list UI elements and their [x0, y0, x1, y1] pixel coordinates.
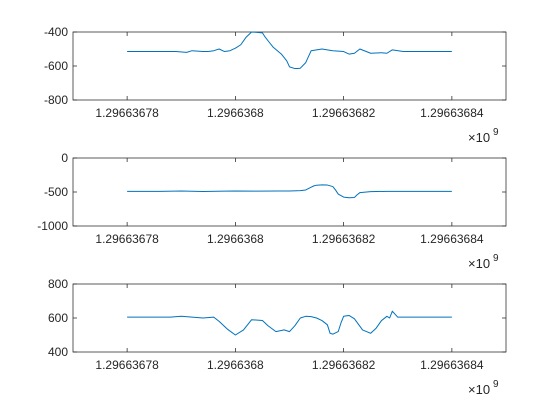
middle-x-exponent-label: ×10: [468, 256, 490, 271]
top-x-tick-label-1: 1.2966368: [207, 106, 264, 120]
bottom-x-exponent-label: ×10: [468, 382, 490, 397]
subplot-bottom: 1.29663678 1.2966368 1.29663682 1.29663684 4…: [48, 277, 507, 397]
middle-x-tick-label-0: 1.29663678: [95, 232, 159, 246]
middle-series-line-0: [127, 184, 452, 199]
middle-x-tick-label-3: 1.29663684: [420, 232, 484, 246]
bottom-y-tick-label-1: 600: [48, 311, 68, 325]
bottom-axes-box: [72, 283, 507, 353]
middle-y-tick-label-1: -500: [44, 185, 68, 199]
top-x-exponent-label: ×10: [468, 130, 490, 145]
top-x-tick-label-2: 1.29663682: [312, 106, 376, 120]
middle-axes-box: [72, 157, 507, 227]
top-x-tick-label-0: 1.29663678: [95, 106, 159, 120]
bottom-x-tick-label-1: 1.2966368: [207, 358, 264, 372]
bottom-x-tick-label-0: 1.29663678: [95, 358, 159, 372]
top-y-tick-label-0: -800: [44, 93, 68, 107]
bottom-x-exponent-power: 9: [493, 379, 499, 390]
bottom-y-tick-label-2: 800: [48, 277, 68, 291]
middle-x-tick-label-1: 1.2966368: [207, 232, 264, 246]
subplot-top: 1.29663678 1.2966368 1.29663682 1.29663684 -…: [44, 25, 507, 145]
bottom-y-tick-label-0: 400: [48, 345, 68, 359]
bottom-series-line-0: [127, 310, 452, 336]
middle-y-tick-label-0: -1000: [37, 219, 68, 233]
middle-x-tick-label-2: 1.29663682: [312, 232, 376, 246]
bottom-x-tick-label-2: 1.29663682: [312, 358, 376, 372]
top-x-tick-label-3: 1.29663684: [420, 106, 484, 120]
middle-x-exponent-power: 9: [493, 253, 499, 264]
middle-y-tick-label-2: 0: [61, 151, 68, 165]
top-x-exponent-power: 9: [493, 127, 499, 138]
top-series-line-0: [127, 31, 452, 70]
top-y-tick-label-1: -600: [44, 59, 68, 73]
bottom-x-tick-label-3: 1.29663684: [420, 358, 484, 372]
top-y-tick-label-2: -400: [44, 25, 68, 39]
subplot-middle: 1.29663678 1.2966368 1.29663682 1.29663684 -…: [37, 151, 507, 271]
